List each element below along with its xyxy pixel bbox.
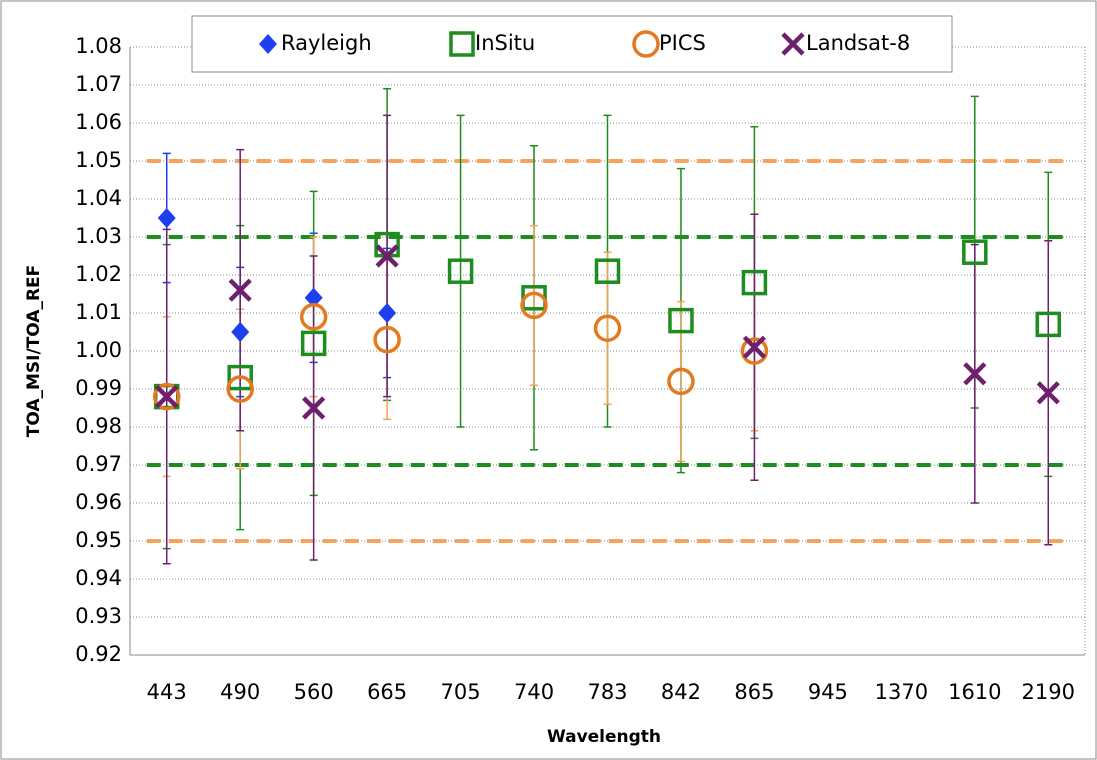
marker-circle — [740, 337, 769, 365]
marker-circle — [299, 303, 328, 331]
marker-diamond — [304, 287, 323, 308]
x-tick-label: 1610 — [948, 680, 1001, 704]
y-tick-label: 1.05 — [75, 148, 122, 172]
marker-square — [447, 258, 474, 284]
legend-box — [191, 15, 953, 73]
marker-x — [1036, 381, 1060, 405]
x-tick-label: 842 — [661, 680, 701, 704]
x-tick-label: 560 — [294, 680, 334, 704]
y-tick-label: 0.94 — [75, 566, 122, 590]
x-tick-label: 490 — [220, 680, 260, 704]
x-tick-label: 443 — [147, 680, 187, 704]
marker-x — [963, 362, 987, 386]
y-tick-label: 0.99 — [75, 376, 122, 400]
marker-circle — [632, 30, 660, 58]
y-tick-label: 1.03 — [75, 224, 122, 248]
marker-square — [668, 307, 694, 334]
y-tick-label: 0.92 — [75, 642, 122, 666]
y-tick-label: 0.96 — [75, 490, 122, 514]
marker-circle — [152, 382, 181, 411]
legend-label: Landsat-8 — [806, 31, 910, 55]
marker-x — [302, 396, 326, 420]
marker-x — [155, 385, 179, 409]
error-bar — [603, 251, 612, 405]
marker-circle — [593, 314, 622, 342]
marker-diamond — [378, 303, 397, 323]
error-bar — [456, 114, 465, 428]
y-tick-label: 1.00 — [75, 338, 122, 362]
y-axis-title: TOA_MSI/TOA_REF — [24, 265, 44, 438]
x-tick-label: 1370 — [875, 680, 928, 704]
marker-x — [375, 244, 399, 268]
legend-label: InSitu — [475, 31, 535, 55]
y-tick-label: 1.02 — [75, 262, 122, 286]
y-tick-label: 1.08 — [75, 34, 122, 58]
x-tick-label: 665 — [367, 680, 407, 704]
x-axis-title: Wavelength — [547, 727, 661, 747]
marker-circle — [226, 375, 254, 403]
y-tick-label: 0.93 — [75, 604, 122, 628]
marker-square — [300, 330, 327, 357]
marker-x — [228, 278, 252, 302]
y-tick-label: 1.01 — [75, 300, 122, 324]
marker-x — [742, 335, 767, 359]
marker-square — [594, 258, 621, 284]
marker-square — [1035, 311, 1062, 338]
x-tick-label: 740 — [514, 680, 554, 704]
marker-x — [781, 32, 805, 56]
x-tick-label: 945 — [808, 680, 848, 704]
y-tick-label: 1.07 — [75, 72, 122, 96]
marker-circle — [667, 367, 695, 396]
legend-label: Rayleigh — [281, 31, 372, 55]
x-tick-label: 865 — [734, 680, 774, 704]
marker-circle — [373, 325, 401, 354]
y-tick-label: 0.98 — [75, 414, 122, 438]
marker-square — [227, 364, 253, 391]
marker-diamond — [157, 208, 176, 228]
marker-square — [449, 31, 475, 57]
marker-square — [741, 269, 768, 296]
marker-diamond — [231, 322, 250, 342]
x-tick-label: 783 — [587, 680, 627, 704]
marker-diamond — [259, 34, 277, 54]
x-tick-label: 705 — [441, 680, 481, 704]
y-tick-label: 0.95 — [75, 528, 122, 552]
y-tick-label: 1.04 — [75, 186, 122, 210]
x-tick-label: 2190 — [1022, 680, 1075, 704]
y-tick-label: 0.97 — [75, 452, 122, 476]
error-bar — [530, 224, 539, 386]
legend-label: PICS — [659, 31, 706, 55]
y-tick-label: 1.06 — [75, 110, 122, 134]
error-bar — [676, 300, 685, 462]
marker-circle — [520, 291, 548, 320]
marker-square — [962, 239, 988, 265]
